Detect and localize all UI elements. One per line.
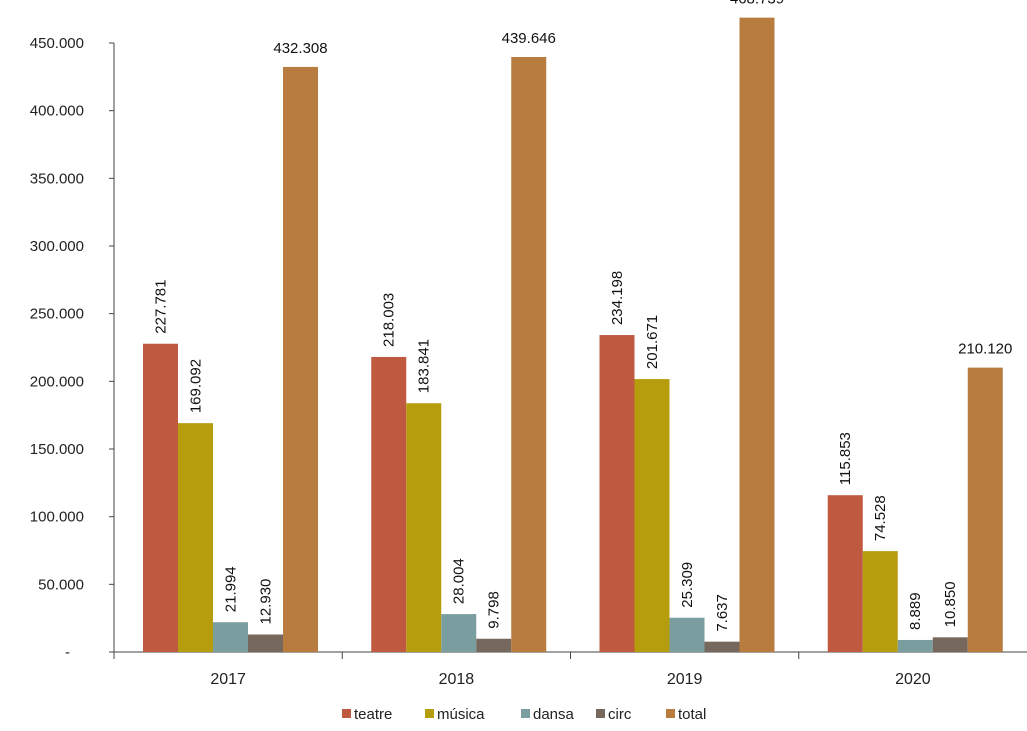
data-label-circ-2019: 7.637 <box>714 594 731 632</box>
data-label-dansa-2019: 25.309 <box>679 562 696 608</box>
legend-label-total: total <box>678 706 706 723</box>
y-tick-label: 150.000 <box>30 441 84 458</box>
bar-circ-2018 <box>476 638 512 652</box>
bar-dansa-2019 <box>669 617 705 652</box>
x-tick-label: 2020 <box>895 671 931 688</box>
legend-swatch-música <box>425 709 434 718</box>
data-label-circ-2018: 9.798 <box>486 591 503 629</box>
bar-circ-2017 <box>248 634 283 652</box>
bar-dansa-2018 <box>441 614 477 652</box>
legend-label-circ: circ <box>608 706 632 723</box>
bar-teatre-2017 <box>143 343 178 652</box>
y-tick-label: 350.000 <box>30 170 84 187</box>
bar-total-2017 <box>283 66 318 652</box>
bar-dansa-2017 <box>213 622 248 652</box>
x-tick-label: 2019 <box>667 671 703 688</box>
data-label-total-2017: 432.308 <box>273 40 327 57</box>
bar-teatre-2019 <box>599 335 635 652</box>
legend-label-teatre: teatre <box>354 706 392 723</box>
data-label-circ-2020: 10.850 <box>942 581 959 627</box>
data-label-música-2017: 169.092 <box>188 359 205 413</box>
y-tick-label: - <box>65 644 70 661</box>
bar-música-2018 <box>406 403 442 652</box>
x-tick-label: 2018 <box>439 671 475 688</box>
legend-swatch-teatre <box>342 709 351 718</box>
bar-música-2017 <box>178 423 213 652</box>
data-label-total-2018: 439.646 <box>502 30 556 47</box>
bar-total-2019 <box>739 17 775 652</box>
chart-axes: - 50.000 100.000 150.000 200.000 250.000 300.0… <box>30 35 1027 688</box>
y-tick-label: 50.000 <box>38 576 84 593</box>
data-label-dansa-2017: 21.994 <box>223 566 240 612</box>
y-tick-label: 300.000 <box>30 238 84 255</box>
legend-swatch-total <box>666 709 675 718</box>
x-tick-label: 2017 <box>210 671 246 688</box>
legend-swatch-dansa <box>521 709 530 718</box>
legend-label-música: música <box>437 706 485 723</box>
bar-música-2020 <box>862 551 898 652</box>
bar-teatre-2020 <box>827 495 863 652</box>
legend-swatch-circ <box>596 709 605 718</box>
bar-música-2019 <box>634 379 670 652</box>
bar-dansa-2020 <box>897 639 933 652</box>
bar-circ-2019 <box>704 641 740 652</box>
data-label-teatre-2019: 234.198 <box>609 271 626 325</box>
y-tick-label: 450.000 <box>30 35 84 52</box>
data-label-dansa-2020: 8.889 <box>907 592 924 630</box>
legend-label-dansa: dansa <box>533 706 575 723</box>
data-label-dansa-2018: 28.004 <box>451 558 468 604</box>
data-label-circ-2017: 12.930 <box>258 579 275 625</box>
data-label-teatre-2018: 218.003 <box>381 293 398 347</box>
chart-legend: teatre música dansa circ total <box>342 706 706 723</box>
data-label-música-2019: 201.671 <box>644 315 661 369</box>
data-label-total-2020: 210.120 <box>958 341 1012 358</box>
bar-teatre-2018 <box>371 356 407 652</box>
bar-circ-2020 <box>932 637 968 652</box>
data-label-teatre-2020: 115.853 <box>837 432 854 485</box>
data-label-música-2018: 183.841 <box>416 339 433 393</box>
chart-data-labels: 227.781 169.092 21.994 12.930 432.308 218.003… <box>153 0 1013 632</box>
y-tick-label: 400.000 <box>30 103 84 120</box>
y-tick-label: 100.000 <box>30 509 84 526</box>
bar-total-2020 <box>967 367 1003 652</box>
data-label-teatre-2017: 227.781 <box>153 280 170 334</box>
y-tick-label: 250.000 <box>30 306 84 323</box>
chart-bars <box>143 17 1003 653</box>
y-tick-label: 200.000 <box>30 373 84 390</box>
data-label-total-2019: 468.739 <box>730 0 784 8</box>
bar-total-2018 <box>511 57 547 653</box>
data-label-música-2020: 74.528 <box>872 495 889 541</box>
